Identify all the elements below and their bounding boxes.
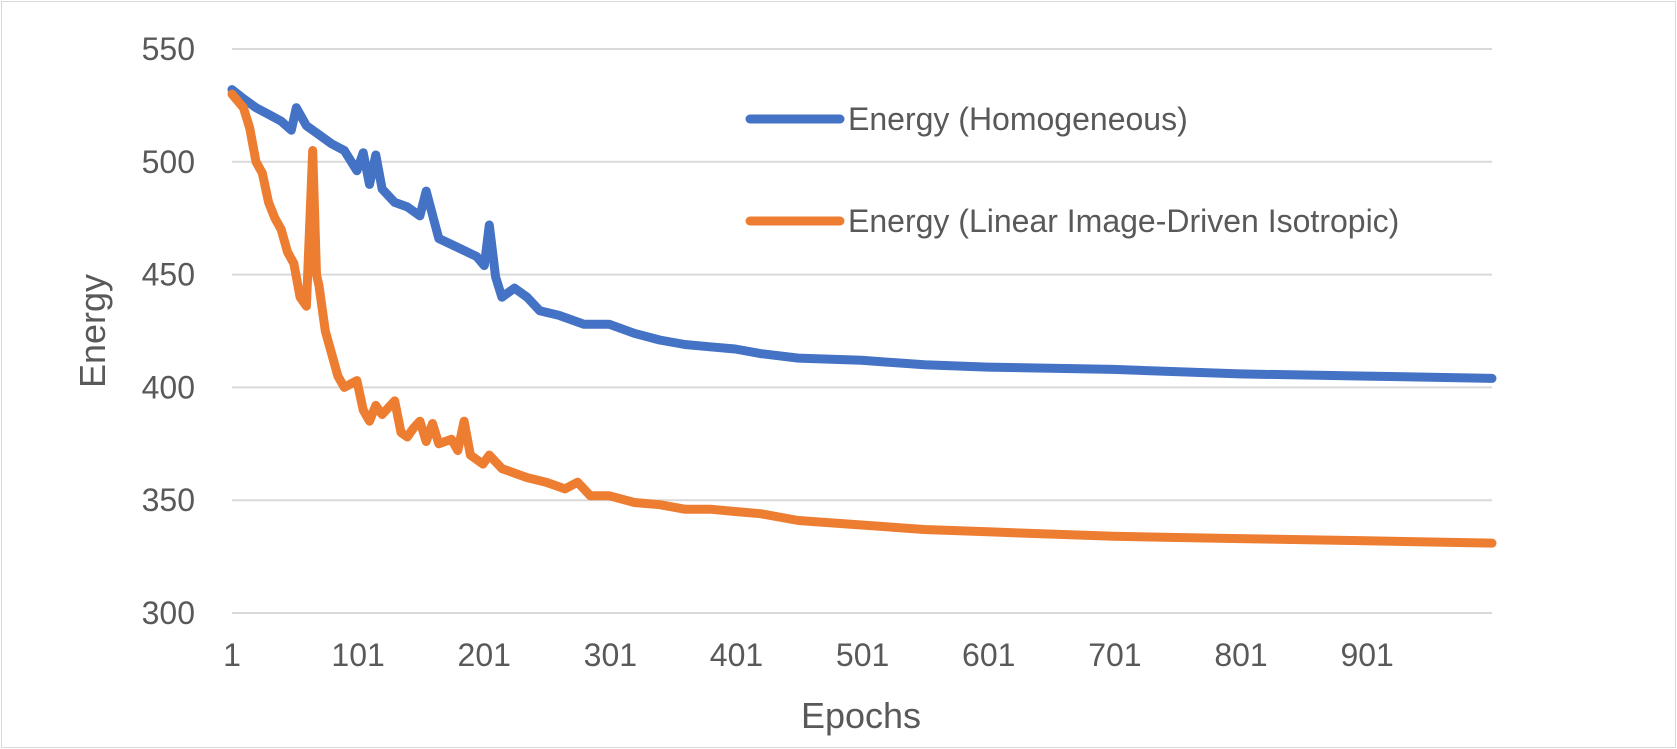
x-axis-title: Epochs <box>801 695 921 736</box>
y-tick-label-400: 400 <box>142 369 195 405</box>
x-tick-label-801: 801 <box>1214 637 1267 673</box>
y-axis-tick-labels: 300 350 400 450 500 550 <box>142 31 195 631</box>
x-tick-label-901: 901 <box>1340 637 1393 673</box>
legend: Energy (Homogeneous) Energy (Linear Imag… <box>745 101 1399 239</box>
x-tick-label-701: 701 <box>1088 637 1141 673</box>
legend-label-homogeneous: Energy (Homogeneous) <box>848 101 1188 137</box>
x-tick-label-501: 501 <box>836 637 889 673</box>
y-tick-label-550: 550 <box>142 31 195 67</box>
y-tick-label-500: 500 <box>142 144 195 180</box>
x-tick-label-101: 101 <box>331 637 384 673</box>
x-tick-label-201: 201 <box>458 637 511 673</box>
y-tick-label-450: 450 <box>142 257 195 293</box>
data-series <box>227 85 1497 548</box>
y-axis-title: Energy <box>72 274 113 388</box>
x-tick-label-1: 1 <box>223 637 241 673</box>
x-tick-label-401: 401 <box>710 637 763 673</box>
x-axis-tick-labels: 1 101 201 301 401 501 601 701 801 901 <box>223 637 1394 673</box>
gridlines <box>232 48 1492 614</box>
x-tick-label-301: 301 <box>584 637 637 673</box>
y-tick-label-350: 350 <box>142 482 195 518</box>
series-line-homogeneous <box>227 85 1497 383</box>
x-tick-label-601: 601 <box>962 637 1015 673</box>
legend-label-linear-image-driven-isotropic: Energy (Linear Image-Driven Isotropic) <box>848 203 1399 239</box>
y-tick-label-300: 300 <box>142 595 195 631</box>
series-line-linear-image-driven-isotropic <box>227 89 1497 548</box>
